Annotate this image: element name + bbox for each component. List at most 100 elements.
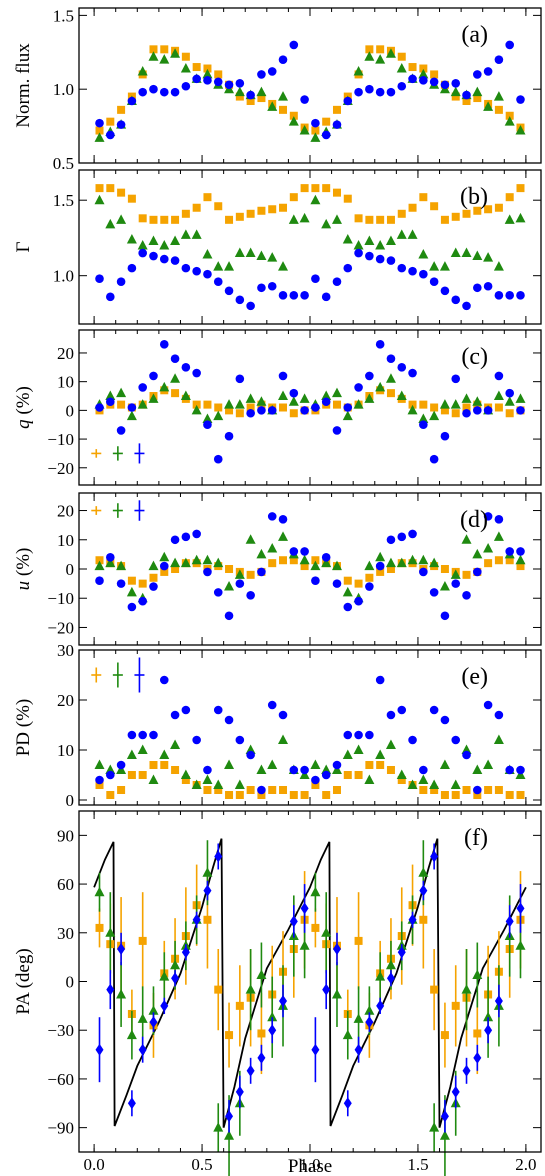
data-point-e-0 — [322, 791, 331, 799]
y-tick-label: −20 — [47, 618, 74, 637]
data-point-e-2 — [516, 765, 525, 775]
data-point-c-1 — [375, 381, 386, 392]
data-point-a-1 — [385, 48, 396, 58]
data-point-c-2 — [505, 388, 514, 398]
data-point-d-1 — [321, 557, 332, 568]
data-point-c-0 — [462, 403, 471, 412]
data-point-f-1 — [245, 984, 256, 994]
data-point-c-2 — [127, 403, 137, 412]
data-point-d-2 — [246, 591, 255, 600]
data-point-b-0 — [386, 215, 395, 224]
x-tick-label: 0.0 — [83, 1155, 104, 1174]
y-tick-label: −10 — [47, 589, 74, 608]
data-point-c-1 — [418, 413, 429, 423]
data-point-c-1 — [364, 393, 375, 403]
data-point-c-1 — [116, 387, 127, 398]
data-point-e-2 — [451, 735, 461, 745]
data-point-d-2 — [343, 602, 353, 612]
data-point-a-0 — [505, 111, 514, 120]
data-point-f-1 — [213, 1122, 224, 1132]
data-point-c-2 — [354, 383, 363, 392]
data-point-b-1 — [396, 229, 407, 239]
panel-tag: (a) — [461, 22, 488, 48]
data-point-e-0 — [365, 761, 374, 769]
data-point-f-2 — [354, 1043, 363, 1056]
data-point-a-2 — [332, 120, 342, 129]
data-point-b-2 — [429, 277, 439, 287]
data-point-b-0 — [117, 188, 126, 197]
data-point-c-2 — [429, 454, 439, 464]
data-point-f-1 — [105, 927, 116, 937]
data-point-c-1 — [191, 404, 202, 415]
data-point-c-0 — [419, 400, 428, 409]
data-point-f-2 — [451, 1085, 460, 1098]
data-point-c-2 — [332, 426, 342, 435]
data-point-e-1 — [148, 774, 159, 784]
data-point-c-2 — [375, 340, 385, 349]
data-point-d-2 — [159, 561, 169, 571]
data-point-f-1 — [159, 971, 170, 981]
data-point-d-0 — [376, 567, 385, 576]
data-point-c-2 — [95, 403, 104, 412]
data-point-a-2 — [213, 77, 223, 87]
data-point-e-1 — [202, 774, 213, 784]
data-point-e-2 — [170, 710, 180, 720]
data-point-a-0 — [257, 94, 266, 103]
data-point-e-0 — [419, 786, 428, 794]
data-point-e-2 — [494, 710, 504, 720]
data-point-b-1 — [461, 247, 472, 258]
data-point-c-1 — [396, 390, 407, 401]
data-point-b-1 — [126, 233, 137, 244]
data-point-b-0 — [516, 184, 525, 193]
data-point-d-0 — [300, 562, 309, 571]
data-point-d-1 — [310, 560, 321, 571]
data-point-d-1 — [331, 560, 342, 571]
data-point-d-1 — [429, 557, 440, 568]
data-point-d-1 — [224, 581, 235, 591]
data-point-d-2 — [505, 547, 514, 556]
data-point-b-0 — [257, 206, 266, 215]
y-tick-label: 0 — [66, 973, 75, 992]
data-point-d-2 — [473, 567, 482, 577]
data-point-a-1 — [472, 86, 483, 97]
data-point-a-0 — [181, 52, 190, 61]
data-point-e-2 — [365, 730, 374, 740]
data-point-a-1 — [94, 132, 105, 142]
data-point-d-0 — [484, 559, 493, 568]
data-point-a-2 — [235, 78, 245, 88]
data-point-a-0 — [365, 45, 374, 54]
data-point-e-2 — [440, 715, 450, 725]
data-point-c-2 — [516, 406, 525, 415]
data-point-c-0 — [214, 403, 223, 412]
data-point-d-1 — [472, 548, 483, 559]
data-point-b-0 — [225, 215, 234, 224]
data-point-e-2 — [462, 750, 471, 760]
data-point-f-1 — [439, 1130, 450, 1140]
data-point-a-1 — [278, 91, 289, 101]
data-point-c-2 — [343, 403, 353, 412]
data-point-a-0 — [473, 94, 482, 103]
data-point-b-0 — [484, 205, 493, 214]
data-point-a-2 — [343, 96, 353, 106]
data-point-d-2 — [419, 567, 428, 577]
data-point-d-0 — [95, 556, 104, 565]
data-point-f-2 — [257, 1051, 266, 1064]
data-point-a-1 — [353, 65, 364, 76]
data-point-a-2 — [159, 87, 169, 97]
data-point-f-2 — [203, 884, 212, 897]
data-point-e-0 — [181, 776, 190, 784]
data-point-c-2 — [473, 406, 482, 415]
data-point-b-1 — [407, 229, 418, 239]
data-point-d-2 — [321, 553, 331, 562]
data-point-b-1 — [353, 239, 364, 250]
data-point-f-2 — [332, 943, 341, 956]
y-tick-label: 0 — [66, 401, 75, 420]
data-point-f-1 — [483, 1011, 494, 1022]
data-point-d-1 — [364, 560, 375, 571]
data-point-d-2 — [235, 579, 245, 588]
data-point-b-0 — [95, 184, 104, 193]
y-axis-label: PA (deg) — [13, 948, 34, 1014]
data-point-f-2 — [322, 983, 331, 996]
data-point-a-2 — [203, 76, 212, 85]
y-axis-label: q (%) — [13, 386, 34, 429]
